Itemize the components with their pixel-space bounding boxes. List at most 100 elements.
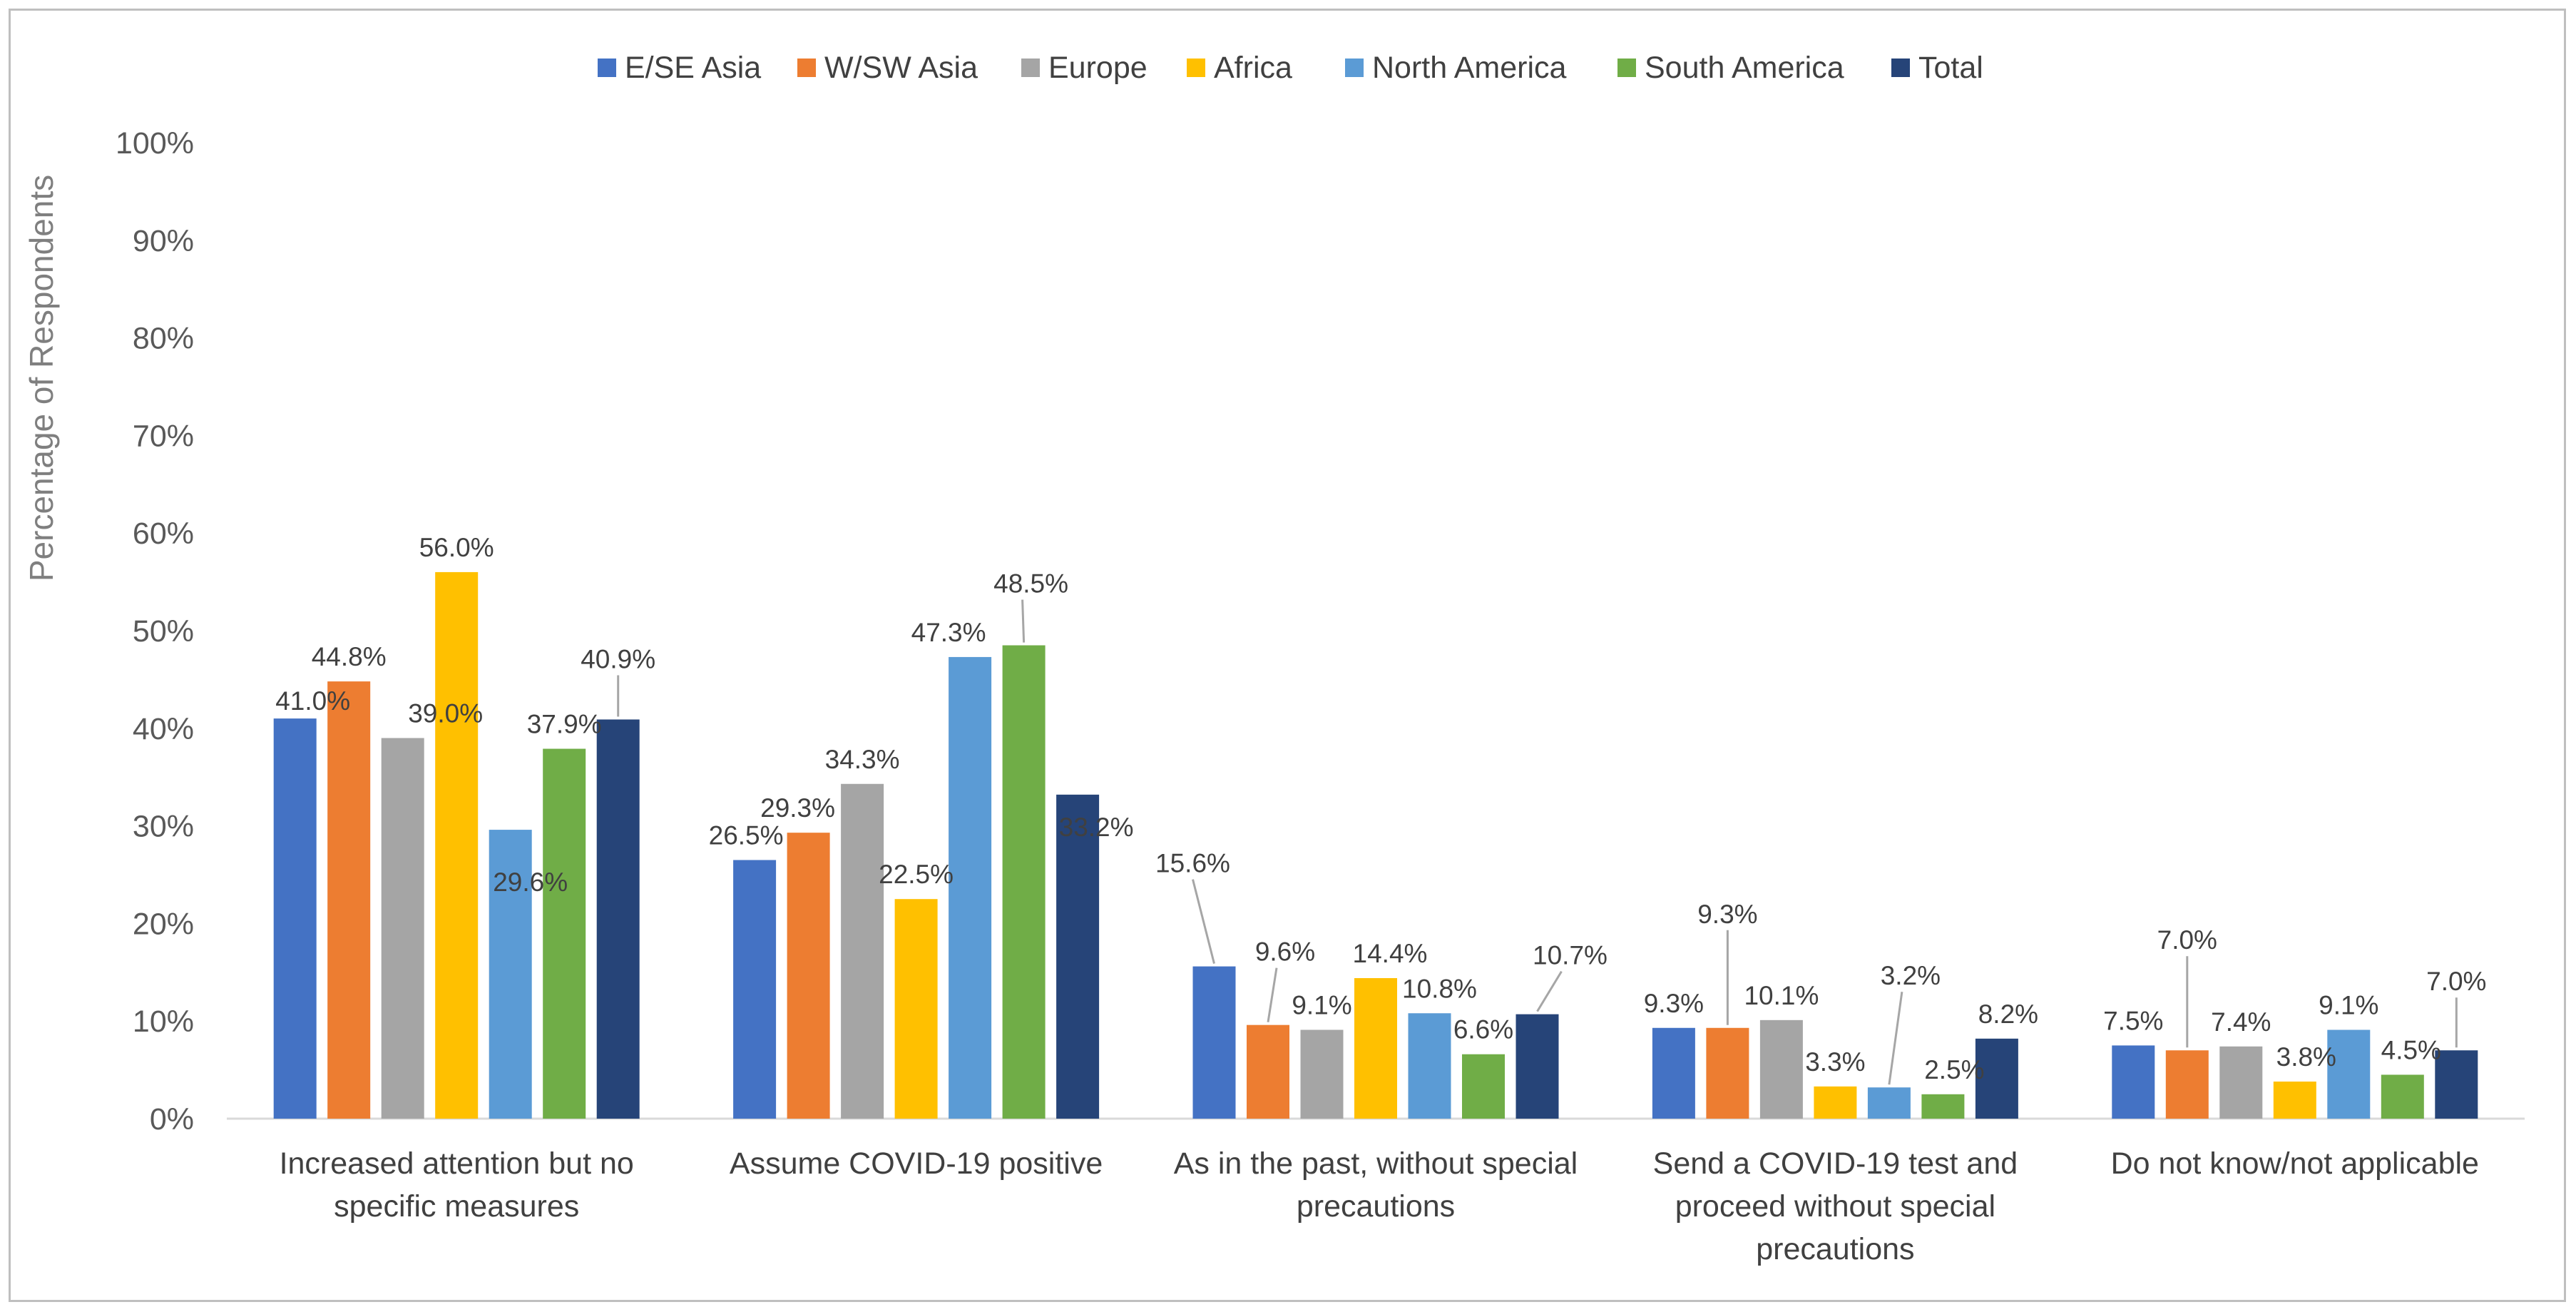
data-label: 4.5% [2381, 1035, 2441, 1064]
data-label: 56.0% [419, 533, 494, 562]
bar [1408, 1013, 1451, 1119]
data-label: 47.3% [911, 618, 986, 647]
legend-item: North America [1345, 51, 1567, 85]
legend-label: North America [1372, 51, 1567, 85]
data-label: 26.5% [709, 820, 784, 850]
bar [894, 899, 938, 1119]
y-tick-label: 80% [133, 322, 194, 356]
data-label: 7.0% [2426, 967, 2486, 996]
data-label: 15.6% [1155, 849, 1230, 878]
bar [435, 571, 479, 1119]
legend-swatch [1891, 59, 1910, 77]
y-tick-label: 60% [133, 517, 194, 551]
bar [1706, 1027, 1749, 1119]
data-label: 39.0% [408, 698, 483, 728]
bar [543, 748, 586, 1119]
y-tick-label: 40% [133, 712, 194, 746]
data-label: 2.5% [1924, 1055, 1984, 1084]
bar [787, 833, 830, 1119]
bar [2381, 1074, 2424, 1119]
bar [1354, 978, 1397, 1119]
data-label: 10.7% [1533, 941, 1608, 970]
y-tick-label: 50% [133, 614, 194, 649]
category-label: precautions [1297, 1189, 1455, 1224]
data-label: 29.3% [760, 793, 835, 823]
data-label: 6.6% [1453, 1015, 1513, 1044]
legend-label: Africa [1214, 51, 1292, 85]
bar [1002, 645, 1046, 1119]
category-label: Do not know/not applicable [2111, 1146, 2479, 1181]
data-label: 9.6% [1255, 937, 1315, 967]
category-label: As in the past, without special [1174, 1146, 1578, 1181]
legend-item: South America [1617, 51, 1844, 85]
data-label: 7.5% [2103, 1006, 2163, 1035]
category-label: Assume COVID-19 positive [730, 1146, 1103, 1181]
bar [1192, 966, 1236, 1119]
bar [489, 830, 532, 1119]
bar [1867, 1087, 1911, 1119]
legend-item: Europe [1021, 51, 1148, 85]
legend-swatch [797, 59, 816, 77]
data-label: 10.1% [1744, 981, 1819, 1010]
legend-swatch [598, 59, 616, 77]
legend-item: Africa [1187, 51, 1292, 85]
category-label: proceed without special [1675, 1189, 1995, 1224]
bar [949, 656, 992, 1119]
bar [2112, 1045, 2155, 1119]
data-label: 44.8% [312, 642, 387, 671]
data-label: 9.3% [1644, 989, 1704, 1018]
y-axis-title: Percentage of Respondents [23, 175, 60, 581]
category-label: Increased attention but no [280, 1146, 634, 1181]
bar [2219, 1046, 2263, 1119]
legend-label: South America [1645, 51, 1844, 85]
label-leader-line [1267, 967, 1278, 1022]
data-label: 7.0% [2157, 925, 2217, 955]
label-leader-line [1536, 970, 1563, 1012]
data-label: 3.2% [1881, 961, 1941, 990]
data-label: 3.3% [1805, 1047, 1865, 1077]
bar [2273, 1082, 2316, 1119]
bar [1056, 794, 1100, 1119]
data-label: 41.0% [275, 686, 350, 716]
bar [2327, 1029, 2371, 1119]
bar [2165, 1050, 2209, 1119]
bar [273, 718, 317, 1119]
legend-label: W/SW Asia [824, 51, 978, 85]
label-leader-line [1021, 599, 1026, 643]
category-label: specific measures [334, 1189, 579, 1224]
data-label: 10.8% [1402, 974, 1477, 1003]
y-tick-label: 30% [133, 810, 194, 844]
bar [1516, 1014, 1559, 1119]
bar [596, 719, 640, 1119]
bar [733, 860, 777, 1119]
legend-swatch [1187, 59, 1205, 77]
category-label: Send a COVID-19 test and [1653, 1146, 2018, 1181]
label-leader-line [1888, 992, 1903, 1085]
data-label: 33.2% [1059, 813, 1134, 842]
legend-swatch [1021, 59, 1040, 77]
legend-label: Europe [1048, 51, 1148, 85]
legend-item: Total [1891, 51, 1983, 85]
legend-swatch [1617, 59, 1636, 77]
legend-item: E/SE Asia [598, 51, 761, 85]
bar [1814, 1086, 1857, 1119]
legend-item: W/SW Asia [797, 51, 978, 85]
data-label: 22.5% [879, 860, 954, 889]
data-label: 14.4% [1353, 939, 1428, 968]
bar [1759, 1019, 1803, 1119]
bar [841, 783, 884, 1119]
data-label: 48.5% [993, 569, 1068, 599]
data-label: 9.1% [1292, 991, 1351, 1020]
legend-label: Total [1918, 51, 1983, 85]
bar [1921, 1094, 1965, 1119]
y-tick-label: 10% [133, 1005, 194, 1039]
bar [1975, 1038, 2018, 1119]
bar [381, 738, 424, 1119]
data-label: 9.3% [1697, 900, 1757, 929]
legend-label: E/SE Asia [625, 51, 761, 85]
bar [1300, 1029, 1344, 1119]
data-label: 9.1% [2319, 991, 2378, 1020]
y-tick-label: 20% [133, 907, 194, 941]
legend-swatch [1345, 59, 1364, 77]
